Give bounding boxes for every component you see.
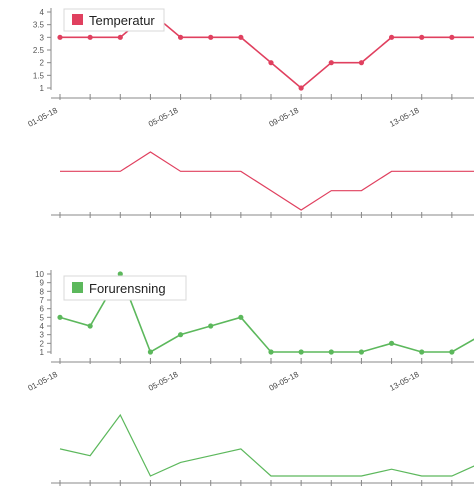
pollution-point bbox=[328, 349, 334, 355]
temperature-legend-label: Temperatur bbox=[89, 13, 155, 28]
pollution-y-tick-label: 6 bbox=[40, 305, 45, 314]
temperature-point bbox=[419, 34, 425, 40]
pollution-y-tick-label: 1 bbox=[40, 348, 45, 357]
temperature-point bbox=[449, 34, 455, 40]
pollution-legend-swatch bbox=[72, 282, 83, 293]
temperature-point bbox=[358, 60, 365, 66]
pollution-point bbox=[298, 349, 304, 355]
temperature-point bbox=[298, 85, 304, 91]
temperature-point bbox=[117, 34, 123, 40]
pollution-point bbox=[117, 271, 123, 277]
pollution-y-tick-label: 9 bbox=[40, 279, 45, 288]
temperature-point bbox=[238, 34, 244, 40]
temperature-y-tick-label: 4 bbox=[40, 8, 45, 17]
pollution-y-tick-label: 10 bbox=[35, 270, 44, 279]
pollution-legend-box bbox=[63, 275, 187, 301]
pollution-x-tick-label: 01-05-18 bbox=[26, 370, 59, 393]
temperature-x-tick-label: 13-05-18 bbox=[388, 106, 421, 129]
temperature-legend[interactable]: Temperatur bbox=[63, 8, 165, 32]
pollution-point bbox=[268, 349, 274, 355]
pollution-point bbox=[147, 349, 154, 355]
temperature-point bbox=[57, 34, 63, 40]
pollution-x-tick-label: 09-05-18 bbox=[268, 370, 301, 393]
temperature-point bbox=[87, 34, 93, 40]
temperature-x-tick-label: 09-05-18 bbox=[268, 106, 301, 129]
temperature-y-tick-label: 3 bbox=[40, 33, 45, 42]
temperature-y-tick-label: 1 bbox=[40, 84, 45, 93]
temperature-x-tick-label: 05-05-18 bbox=[147, 106, 180, 129]
pollution-point bbox=[87, 323, 93, 329]
pollution-point bbox=[57, 314, 63, 320]
pollution-y-tick-label: 3 bbox=[40, 331, 45, 340]
temperature-overview-line bbox=[60, 151, 474, 211]
pollution-point bbox=[238, 314, 244, 320]
temperature-y-tick-label: 2 bbox=[40, 59, 45, 68]
temperature-point bbox=[177, 34, 184, 40]
pollution-point bbox=[449, 349, 455, 355]
temperature-y-tick-label: 1.5 bbox=[33, 71, 45, 80]
pollution-overview[interactable] bbox=[51, 413, 474, 486]
pollution-legend-label: Forurensning bbox=[89, 281, 166, 296]
pollution-legend[interactable]: Forurensning bbox=[63, 275, 187, 301]
temperature-overview[interactable] bbox=[51, 151, 474, 218]
temperature-point bbox=[328, 60, 334, 66]
temperature-x-tick-label: 01-05-18 bbox=[26, 106, 59, 129]
temperature-y-tick-label: 2.5 bbox=[33, 46, 45, 55]
pollution-point bbox=[388, 340, 395, 346]
pollution-y-tick-label: 2 bbox=[40, 339, 45, 348]
temperature-chart: 1 1.5 2 2.5 3 3.5 4 01-05-18 05-05-18 09-05-18 13-… bbox=[26, 8, 474, 129]
pollution-y-tick-label: 7 bbox=[40, 296, 45, 305]
pollution-x-tick-label: 13-05-18 bbox=[388, 370, 421, 393]
pollution-overview-line bbox=[59, 413, 474, 477]
pollution-y-tick-label: 8 bbox=[40, 287, 45, 296]
temperature-point bbox=[208, 34, 214, 40]
temperature-y-tick-label: 3.5 bbox=[33, 21, 45, 30]
pollution-y-tick-label: 4 bbox=[40, 322, 45, 331]
temperature-legend-swatch bbox=[72, 14, 83, 25]
temperature-legend-box bbox=[63, 8, 165, 32]
pollution-point bbox=[177, 332, 184, 338]
pollution-y-tick-label: 5 bbox=[40, 313, 45, 322]
pollution-point bbox=[419, 349, 425, 355]
temperature-point bbox=[268, 60, 274, 66]
temperature-point bbox=[388, 34, 395, 40]
pollution-point bbox=[358, 349, 365, 355]
pollution-point bbox=[208, 323, 214, 329]
pollution-x-tick-label: 05-05-18 bbox=[147, 370, 180, 393]
